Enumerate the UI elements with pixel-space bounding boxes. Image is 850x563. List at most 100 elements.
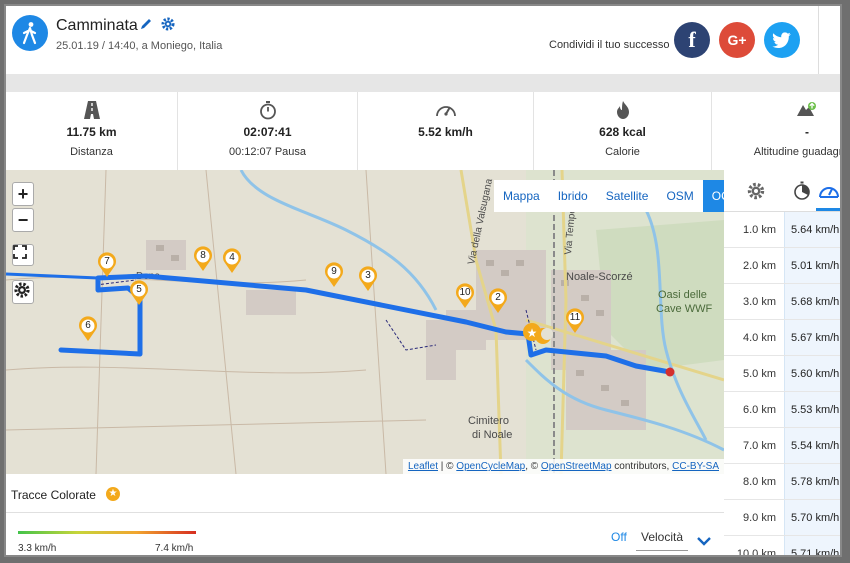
split-distance: 3.0 km bbox=[742, 296, 776, 308]
stat-elevation-gain: - Altitudine guadagnata bbox=[712, 92, 840, 170]
stat-speed: 5.52 km/h bbox=[358, 92, 534, 170]
km-marker[interactable]: 4 bbox=[222, 248, 242, 274]
stat-distance: 11.75 km Distanza bbox=[6, 92, 178, 170]
stat-label: Altitudine guadagnata bbox=[753, 146, 840, 158]
legend-min-value: 3.3 km/h bbox=[18, 543, 57, 554]
attribution-text: | © bbox=[437, 461, 457, 472]
chevron-down-icon[interactable] bbox=[696, 533, 712, 551]
facebook-share-button[interactable]: f bbox=[674, 22, 710, 58]
map-tiles: Via della Valsugana Via Tempesta Noale-S… bbox=[6, 170, 724, 474]
header-divider bbox=[818, 6, 819, 74]
km-marker-label: 9 bbox=[331, 266, 337, 277]
split-row: 3.0 km 5.68 km/h bbox=[724, 284, 840, 320]
gear-icon[interactable] bbox=[746, 181, 766, 206]
split-distance: 2.0 km bbox=[742, 260, 776, 272]
fullscreen-button[interactable] bbox=[12, 244, 34, 266]
opencyclemap-link[interactable]: OpenCycleMap bbox=[456, 461, 526, 472]
tracks-off-toggle[interactable]: Off bbox=[611, 530, 627, 544]
mountain-up-icon bbox=[712, 100, 840, 118]
route-map[interactable]: Via della Valsugana Via Tempesta Noale-S… bbox=[6, 170, 724, 474]
stat-value: 5.52 km/h bbox=[418, 125, 473, 139]
divider bbox=[6, 512, 724, 513]
split-table: 1.0 km 5.64 km/h 2.0 km 5.01 km/h 3.0 km 5.68… bbox=[724, 170, 840, 557]
stopwatch-pie-icon[interactable] bbox=[792, 181, 812, 206]
activity-header: Camminata 25.01.19 / 14:40, a Moniego, I… bbox=[6, 6, 840, 74]
km-marker[interactable]: 10 bbox=[455, 283, 475, 309]
km-marker[interactable]: 5 bbox=[129, 280, 149, 306]
split-speed: 5.01 km/h bbox=[784, 248, 840, 283]
km-marker[interactable]: 6 bbox=[78, 316, 98, 342]
map-layer-switcher: Mappa Ibrido Satellite OSM OCM bbox=[494, 180, 724, 212]
km-marker[interactable]: 8 bbox=[193, 246, 213, 272]
stat-label: Distanza bbox=[70, 146, 113, 158]
fullscreen-icon bbox=[13, 245, 27, 259]
attribution-text: , © bbox=[525, 461, 541, 472]
km-marker[interactable]: 2 bbox=[488, 288, 508, 314]
split-table-header bbox=[724, 170, 840, 212]
colored-tracks-title: Tracce Colorate bbox=[11, 488, 96, 502]
pencil-icon[interactable] bbox=[139, 17, 153, 36]
gear-icon[interactable] bbox=[160, 16, 176, 37]
tracks-metric-select[interactable]: Velocità bbox=[641, 530, 684, 544]
map-label: Noale-Scorzé bbox=[566, 271, 633, 283]
twitter-share-button[interactable] bbox=[764, 22, 800, 58]
active-column-indicator bbox=[816, 208, 840, 211]
map-label: Cave WWF bbox=[656, 303, 713, 315]
activity-title: Camminata bbox=[56, 17, 138, 34]
layer-satellite[interactable]: Satellite bbox=[605, 189, 649, 203]
map-settings-button[interactable] bbox=[12, 280, 34, 304]
stat-label: 00:12:07 Pausa bbox=[228, 146, 307, 158]
svg-text:★: ★ bbox=[527, 326, 538, 340]
stat-value: 02:07:41 bbox=[243, 125, 292, 139]
legend-max-value: 7.4 km/h bbox=[155, 543, 194, 554]
split-distance: 8.0 km bbox=[742, 476, 776, 488]
split-speed: 5.78 km/h bbox=[784, 464, 840, 499]
km-marker-label: 7 bbox=[104, 256, 110, 267]
km-marker[interactable]: 11 bbox=[565, 308, 585, 334]
speedometer-icon[interactable] bbox=[818, 181, 840, 206]
km-marker-label: 3 bbox=[365, 270, 371, 281]
split-distance: 6.0 km bbox=[742, 404, 776, 416]
split-speed: 5.68 km/h bbox=[784, 284, 840, 319]
split-speed: 5.53 km/h bbox=[784, 392, 840, 427]
km-marker-label: 2 bbox=[495, 292, 501, 303]
layer-ocm[interactable]: OCM bbox=[702, 180, 724, 212]
attribution-text: contributors, bbox=[611, 461, 673, 472]
split-row: 8.0 km 5.78 km/h bbox=[724, 464, 840, 500]
zoom-out-button[interactable]: − bbox=[12, 208, 34, 232]
layer-mappa[interactable]: Mappa bbox=[503, 189, 540, 203]
select-underline bbox=[636, 550, 688, 551]
walking-icon bbox=[12, 15, 48, 51]
map-label: Oasi delle bbox=[658, 289, 707, 301]
map-label: Cimitero bbox=[468, 415, 509, 427]
split-distance: 5.0 km bbox=[742, 368, 776, 380]
split-distance: 10.0 km bbox=[736, 548, 776, 557]
split-row: 7.0 km 5.54 km/h bbox=[724, 428, 840, 464]
google-plus-share-button[interactable]: G+ bbox=[719, 22, 755, 58]
zoom-in-button[interactable]: + bbox=[12, 182, 34, 206]
km-marker-label: 4 bbox=[229, 252, 235, 263]
split-speed: 5.64 km/h bbox=[784, 212, 840, 247]
leaflet-link[interactable]: Leaflet bbox=[407, 461, 438, 472]
split-distance: 1.0 km bbox=[742, 224, 776, 236]
license-link[interactable]: CC-BY-SA bbox=[672, 461, 719, 472]
split-rows: 1.0 km 5.64 km/h 2.0 km 5.01 km/h 3.0 km 5.68… bbox=[724, 212, 840, 557]
stat-value: 11.75 km bbox=[66, 125, 117, 139]
layer-ibrido[interactable]: Ibrido bbox=[557, 189, 588, 203]
activity-date-location: 25.01.19 / 14:40, a Moniego, Italia bbox=[56, 40, 223, 52]
facebook-icon: f bbox=[688, 27, 696, 52]
section-separator bbox=[6, 74, 840, 92]
km-marker[interactable]: 3 bbox=[358, 266, 378, 292]
flame-icon bbox=[534, 100, 711, 120]
openstreetmap-link[interactable]: OpenStreetMap bbox=[540, 461, 612, 472]
layer-osm[interactable]: OSM bbox=[666, 189, 694, 203]
km-marker[interactable]: 9 bbox=[324, 262, 344, 288]
stat-duration: 02:07:41 00:12:07 Pausa bbox=[178, 92, 358, 170]
stat-value: - bbox=[805, 125, 809, 139]
km-marker-label: 5 bbox=[136, 284, 142, 295]
route-line bbox=[6, 272, 99, 280]
km-marker[interactable]: 7 bbox=[97, 252, 117, 278]
split-speed: 5.60 km/h bbox=[784, 356, 840, 391]
stat-value: 628 kcal bbox=[599, 125, 646, 139]
google-plus-icon: G+ bbox=[727, 32, 747, 48]
